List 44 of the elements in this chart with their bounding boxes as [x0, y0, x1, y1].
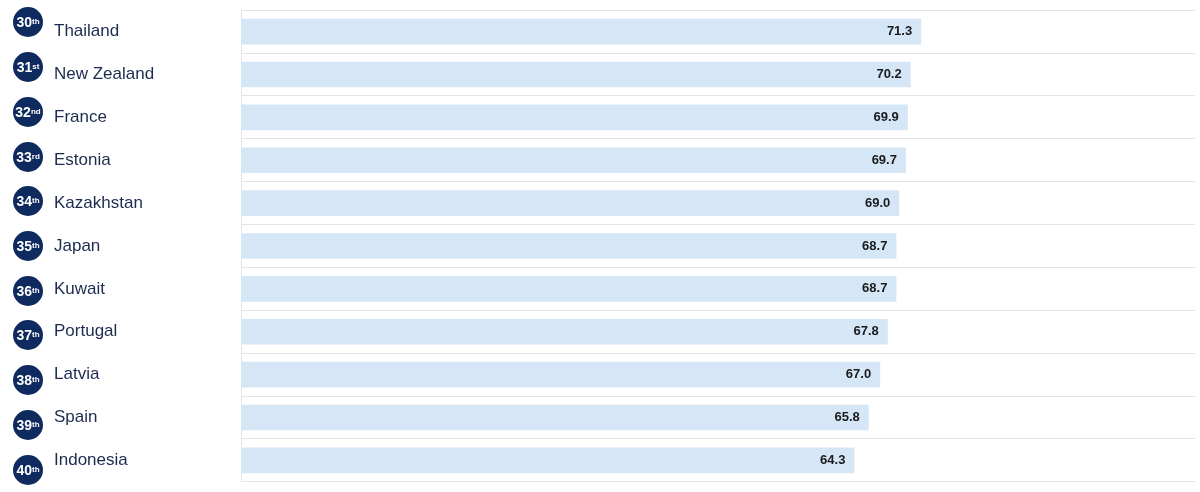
data-label: 69.7 [871, 151, 897, 167]
rank-badge: 32$^{nd}$ [13, 96, 43, 127]
rank-badge: 38$^{th}$ [13, 365, 43, 396]
bar [241, 190, 900, 216]
y-tick-label: Kuwait [54, 278, 106, 298]
bar [241, 18, 922, 45]
data-label: 69.9 [873, 108, 899, 124]
y-tick-label: New Zealand [54, 64, 155, 84]
bar [241, 361, 881, 388]
y-tick-label: Latvia [54, 364, 100, 384]
bar [241, 447, 855, 474]
bar [241, 276, 897, 302]
data-label: 65.8 [834, 409, 860, 425]
rank-badge: 33$^{rd}$ [13, 141, 43, 172]
data-label: 68.7 [862, 237, 888, 253]
rank-badge: 40$^{th}$ [13, 454, 43, 485]
rank-badge: 39$^{th}$ [13, 409, 43, 440]
data-label: 67.8 [853, 323, 879, 339]
data-label: 67.0 [845, 366, 872, 382]
bar [241, 147, 906, 174]
data-label: 70.2 [876, 66, 902, 82]
rank-badge: 37$^{th}$ [13, 320, 43, 351]
data-label: 71.3 [886, 23, 913, 39]
y-tick-label: Kazakhstan [54, 192, 143, 212]
y-tick-label: Estonia [54, 149, 112, 169]
y-tick-label: Spain [54, 407, 98, 427]
bar [241, 404, 869, 431]
rank-badge: 35$^{th}$ [13, 231, 43, 261]
y-tick-label: Portugal [54, 321, 118, 341]
bar [241, 104, 908, 131]
bar [241, 233, 897, 259]
rank-badge: 34$^{th}$ [13, 186, 43, 217]
rank-badge: 31$^{st}$ [13, 52, 43, 83]
bar [241, 318, 888, 345]
rank-badge: 30$^{th}$ [13, 7, 43, 38]
bar [241, 61, 911, 88]
data-label: 64.3 [820, 451, 846, 467]
y-tick-label: Japan [54, 235, 101, 255]
y-tick-label: Thailand [54, 21, 120, 41]
data-label: 69.0 [864, 194, 891, 210]
rank-badge: 36$^{th}$ [13, 275, 43, 306]
data-label: 68.7 [862, 280, 888, 296]
y-tick-label: France [54, 107, 107, 127]
y-tick-label: Indonesia [54, 450, 129, 470]
